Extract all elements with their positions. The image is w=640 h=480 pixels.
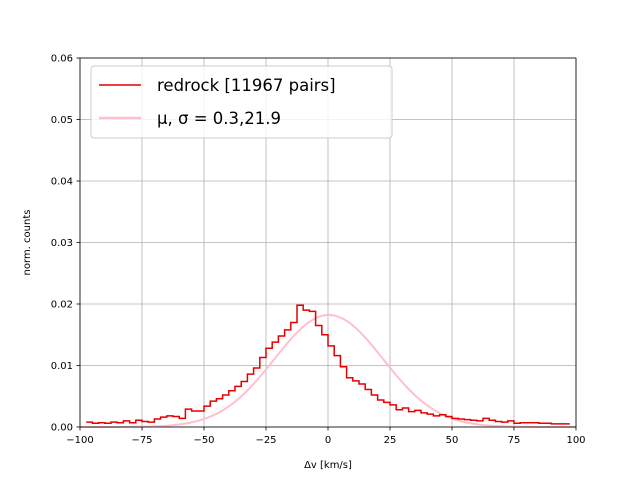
legend: redrock [11967 pairs] μ, σ = 0.3,21.9 [90, 65, 393, 139]
x-tick-label: 100 [566, 435, 585, 446]
x-tick-label: −100 [66, 435, 93, 446]
legend-box [90, 65, 393, 139]
y-tick-label: 0.06 [51, 54, 73, 65]
x-tick-label: 25 [384, 435, 397, 446]
y-tick-label: 0.01 [51, 361, 73, 372]
legend-label-fit: μ, σ = 0.3,21.9 [157, 109, 281, 128]
x-tick-label: 50 [446, 435, 459, 446]
y-tick-label: 0.04 [51, 177, 73, 188]
x-tick-label: −75 [131, 435, 152, 446]
x-axis-label: Δv [km/s] [304, 460, 352, 471]
y-tick-label: 0.05 [51, 115, 73, 126]
y-axis-label: norm. counts [22, 210, 33, 276]
x-tick-label: 75 [508, 435, 521, 446]
axis-ticks: −100 −75 −50 −25 0 25 50 75 100 0.00 0.01 0.02 0.03 0… [51, 54, 586, 447]
x-tick-label: −50 [193, 435, 214, 446]
legend-label-redrock: redrock [11967 pairs] [157, 76, 336, 95]
x-tick-label: 0 [325, 435, 331, 446]
y-tick-label: 0.02 [51, 300, 73, 311]
histogram-step-line [86, 304, 570, 425]
y-tick-label: 0.00 [51, 423, 73, 434]
x-tick-label: −25 [255, 435, 276, 446]
y-tick-label: 0.03 [51, 238, 73, 249]
gaussian-fit-curve [80, 313, 576, 428]
series-layer [80, 304, 576, 428]
